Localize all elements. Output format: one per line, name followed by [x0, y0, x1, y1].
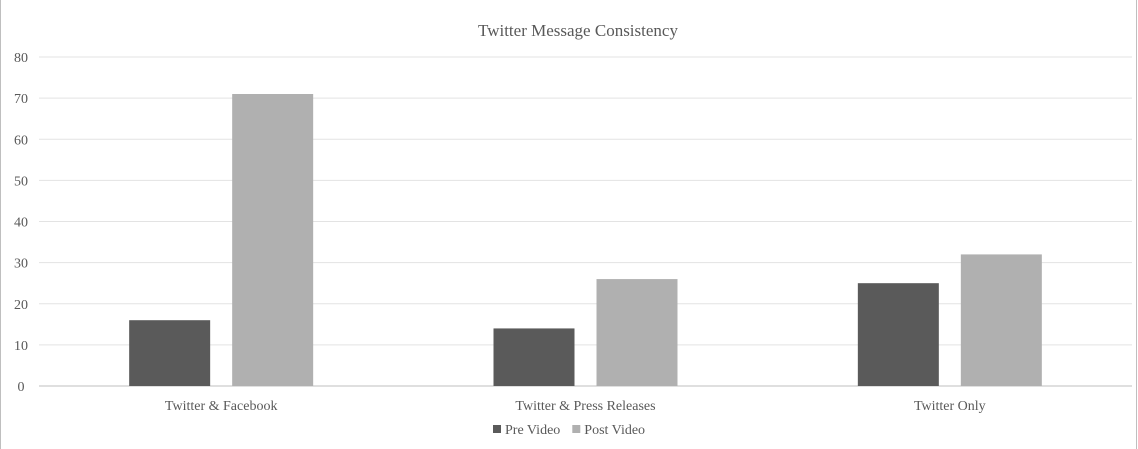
- x-tick-label: Twitter & Press Releases: [515, 399, 655, 414]
- legend-swatch: [572, 425, 581, 433]
- bar-pre-2: [857, 283, 939, 386]
- y-tick-label: 30: [14, 257, 28, 272]
- bar-pre-0: [129, 320, 211, 386]
- y-tick-label: 40: [14, 216, 28, 231]
- y-tick-label: 70: [14, 92, 28, 107]
- y-tick-label: 20: [14, 298, 28, 313]
- legend-label: Pre Video: [505, 423, 560, 438]
- bar-pre-1: [493, 328, 575, 386]
- y-tick-label: 60: [14, 133, 28, 148]
- y-axis-ticks: 0 10 20 30 40 50 60 70 80: [14, 51, 28, 395]
- legend-swatch: [493, 425, 501, 433]
- y-tick-label: 80: [14, 51, 28, 66]
- gridlines: [39, 56, 1132, 387]
- legend: Pre Video Post Video: [493, 423, 645, 438]
- bar-post-1: [596, 279, 678, 386]
- y-tick-label: 0: [18, 380, 25, 395]
- y-tick-label: 50: [14, 174, 28, 189]
- x-tick-label: Twitter Only: [914, 399, 986, 414]
- y-tick-label: 10: [14, 339, 28, 354]
- bar-post-2: [960, 254, 1042, 386]
- chart-title: Twitter Message Consistency: [478, 21, 678, 40]
- legend-label: Post Video: [584, 423, 645, 438]
- x-tick-label: Twitter & Facebook: [165, 399, 278, 414]
- bar-post-0: [232, 94, 314, 386]
- x-axis-ticks: Twitter & Facebook Twitter & Press Releas…: [165, 399, 986, 414]
- bars: [129, 94, 1042, 386]
